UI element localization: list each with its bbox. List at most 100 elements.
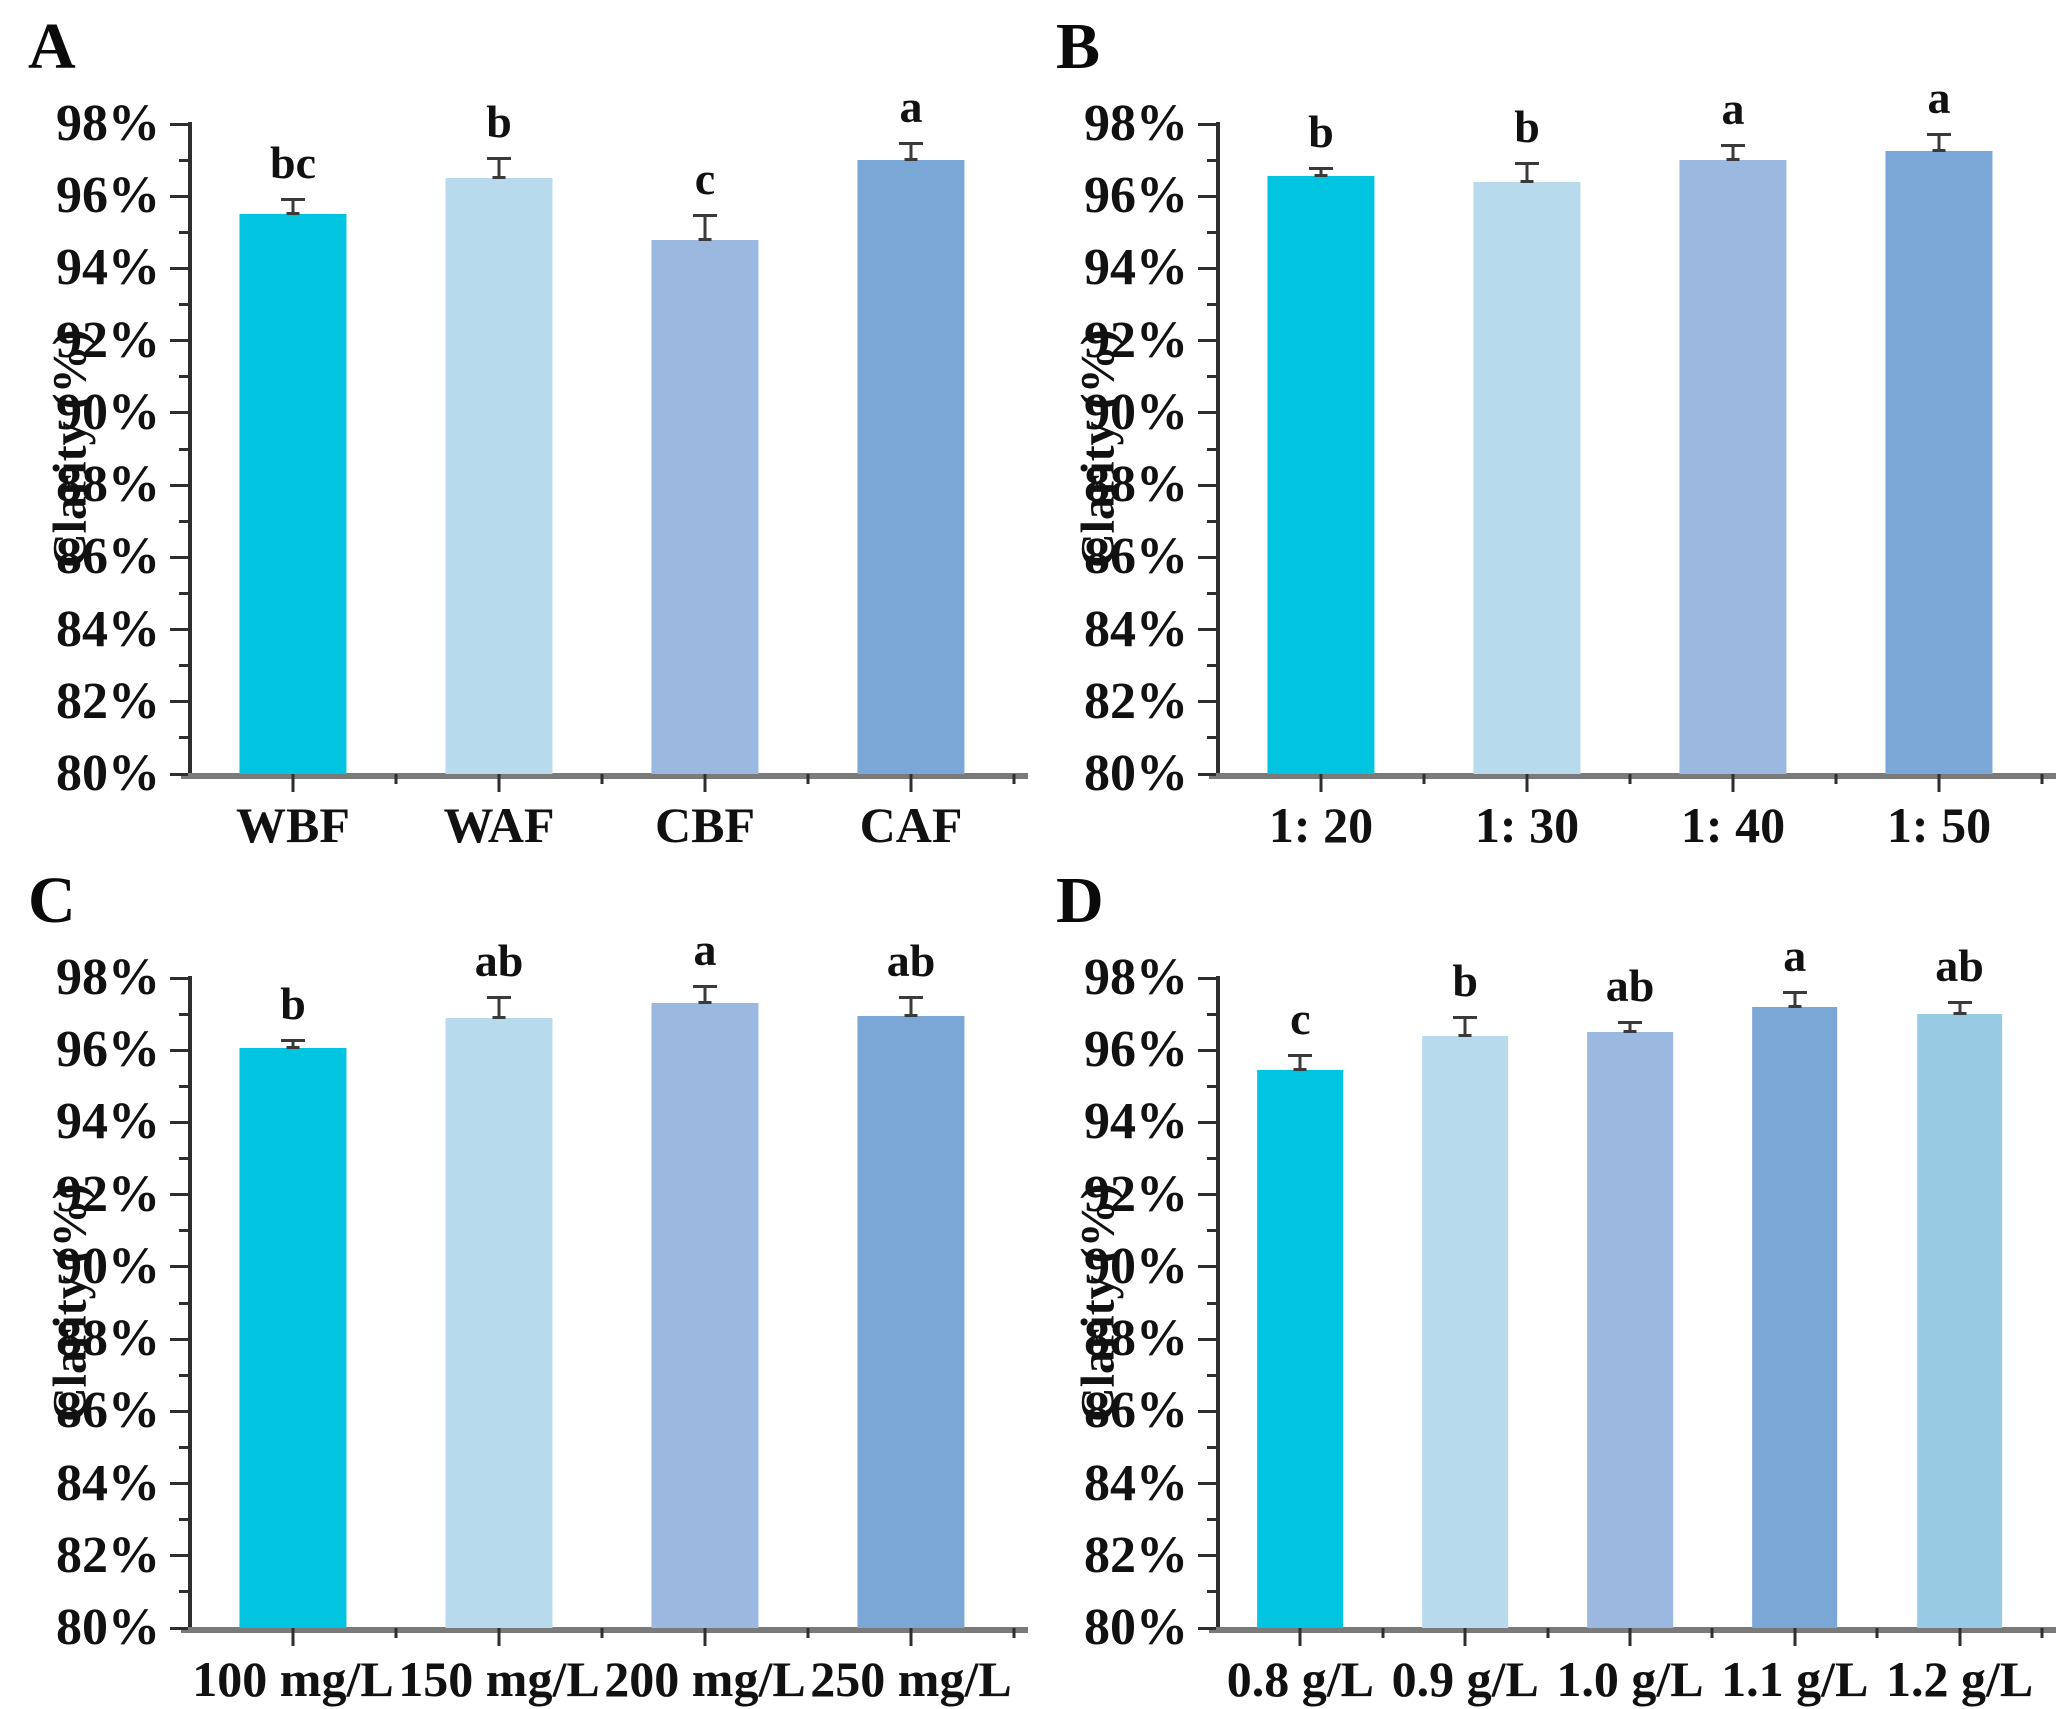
x-tick-label: CAF [859, 797, 963, 853]
error-bar-bottom-cap [1726, 158, 1740, 162]
error-bar-top-cap [899, 142, 923, 146]
significance-letter: a [1721, 82, 1745, 134]
y-minor-tick [1207, 1518, 1216, 1522]
x-minor-tick [600, 1628, 604, 1638]
error-bar-top-cap [487, 996, 511, 1000]
error-bar-bottom-cap [286, 1046, 300, 1050]
x-major-tick [1525, 774, 1529, 792]
y-minor-tick [1207, 1590, 1216, 1594]
error-bar-bottom-cap [492, 1015, 506, 1019]
panel-letter-c: C [28, 864, 76, 937]
y-minor-tick [179, 1229, 188, 1233]
bar-1.1-g-l [1751, 1006, 1838, 1628]
y-major-tick [1198, 483, 1216, 487]
x-minor-tick [600, 774, 604, 784]
x-tick-label: WBF [236, 797, 350, 853]
y-major-tick [1198, 1193, 1216, 1197]
panel-letter-b: B [1056, 10, 1101, 83]
y-minor-tick [179, 1012, 188, 1016]
plot-area-b: Clarity (%) 80% 82% 84% 86% 88% 90% 92% 94% 96% 98… [1072, 75, 2056, 850]
error-bar-top-cap [1515, 161, 1539, 165]
y-major-tick [1198, 339, 1216, 343]
error-bar-bottom-cap [698, 1001, 712, 1005]
y-minor-tick [1207, 1229, 1216, 1233]
y-major-tick [170, 555, 188, 559]
error-bar-bottom-cap [1623, 1030, 1637, 1034]
y-major-tick [170, 628, 188, 632]
error-bar-top-cap [1618, 1021, 1642, 1025]
panel-c: C Clarity (%) 80% 82% 84% 86% 88% 90% 92% 94% 96%… [0, 854, 1028, 1709]
x-tick-label: 250 mg/L [810, 1651, 1012, 1707]
x-major-tick [1319, 774, 1323, 792]
x-tick-label: 1.1 g/L [1721, 1651, 1869, 1707]
y-major-tick [170, 700, 188, 704]
x-minor-tick [1710, 1628, 1714, 1638]
x-tick-label: WAF [443, 797, 555, 853]
y-major-tick [1198, 122, 1216, 126]
y-minor-tick [1207, 1445, 1216, 1449]
x-minor-tick [806, 1628, 810, 1638]
significance-letter: b [1514, 100, 1540, 152]
x-minor-tick [2040, 1628, 2044, 1638]
y-major-tick [1198, 1337, 1216, 1341]
error-bar-top-cap [1453, 1015, 1478, 1019]
bar-wbf [239, 214, 347, 774]
y-major-tick [1198, 1265, 1216, 1269]
panel-b: B Clarity (%) 80% 82% 84% 86% 88% 90% 92% 94% 96%… [1028, 0, 2056, 854]
y-axis-line [1216, 976, 1220, 1633]
x-minor-tick [1422, 774, 1426, 784]
bar-1-30 [1473, 181, 1581, 774]
y-minor-tick [179, 1445, 188, 1449]
significance-letter: b [486, 95, 512, 147]
y-minor-tick [1207, 158, 1216, 162]
y-minor-tick [179, 519, 188, 523]
y-major-tick [170, 122, 188, 126]
y-major-tick [1198, 1120, 1216, 1124]
y-minor-tick [1207, 1012, 1216, 1016]
y-minor-tick [1207, 591, 1216, 595]
error-bar-top-cap [899, 996, 923, 1000]
error-bar [291, 1039, 295, 1049]
y-minor-tick [179, 1157, 188, 1161]
bar-1.2-g-l [1916, 1014, 2003, 1628]
significance-letter: c [1290, 992, 1311, 1044]
y-major-tick [170, 976, 188, 980]
x-major-tick [1793, 1628, 1797, 1646]
bar-caf [857, 160, 965, 774]
y-minor-tick [179, 736, 188, 740]
error-bar [1319, 167, 1323, 177]
y-axis-line [1216, 122, 1220, 779]
plot-area-a: Clarity (%) 80% 82% 84% 86% 88% 90% 92% 94% 96% 98… [44, 84, 1028, 850]
error-bar-bottom-cap [904, 1013, 918, 1017]
y-major-tick [170, 1120, 188, 1124]
error-bar-bottom-cap [904, 158, 918, 162]
x-tick-label: 100 mg/L [192, 1651, 394, 1707]
y-major-tick [170, 1554, 188, 1558]
bar-1-50 [1885, 151, 1993, 774]
bar-cbf [651, 239, 759, 774]
x-major-tick [909, 774, 913, 792]
error-bar-bottom-cap [1520, 179, 1534, 183]
y-major-tick [1198, 1626, 1216, 1630]
significance-letter: ab [474, 935, 524, 987]
error-bar-top-cap [487, 156, 511, 160]
y-major-tick [1198, 772, 1216, 776]
x-tick-label: 150 mg/L [398, 1651, 600, 1707]
error-bar [1793, 990, 1797, 1007]
x-tick-label: 200 mg/L [604, 1651, 806, 1707]
y-major-tick [1198, 1554, 1216, 1558]
error-bar-bottom-cap [286, 212, 300, 216]
bar-150-mg-l [445, 1017, 553, 1628]
plot-area-c: Clarity (%) 80% 82% 84% 86% 88% 90% 92% 94% 96% 98… [44, 927, 1028, 1704]
error-bar-bottom-cap [1293, 1068, 1307, 1072]
error-bar-top-cap [693, 214, 717, 218]
error-bar-bottom-cap [492, 176, 506, 180]
y-minor-tick [1207, 1084, 1216, 1088]
panel-letter-d: D [1056, 864, 1104, 937]
error-bar-top-cap [693, 985, 717, 989]
significance-letter: a [1927, 72, 1951, 124]
error-bar [1628, 1021, 1632, 1033]
x-minor-tick [1546, 1628, 1550, 1638]
y-major-tick [1198, 628, 1216, 632]
